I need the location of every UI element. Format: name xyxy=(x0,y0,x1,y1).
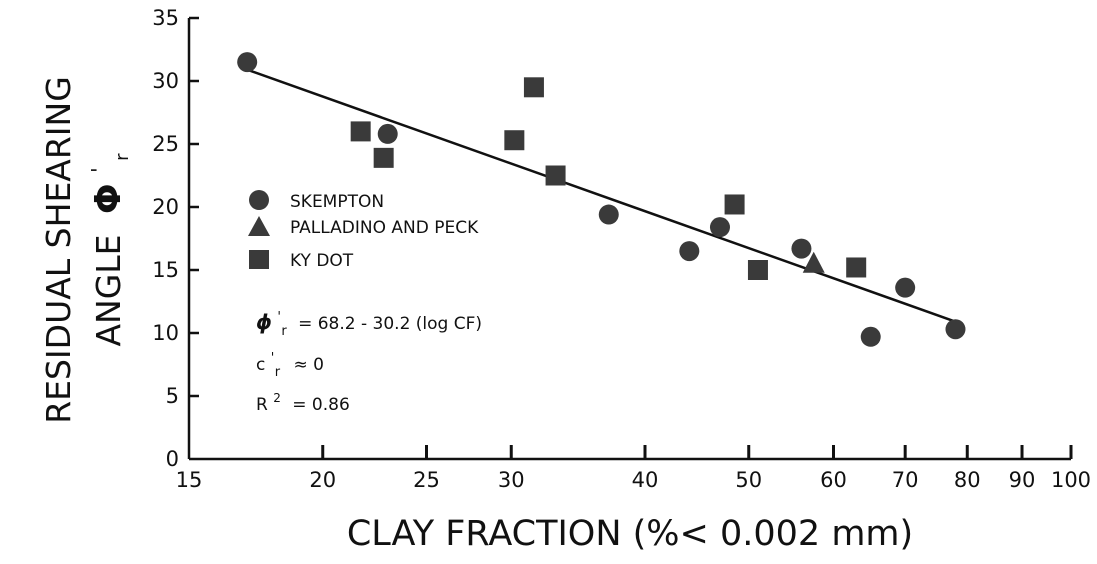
x-tick-label: 50 xyxy=(735,468,762,492)
point-skempton xyxy=(237,52,258,73)
point-ky-dot xyxy=(373,147,394,168)
y-axis-title: RESIDUAL SHEARING xyxy=(39,76,78,424)
regression-line xyxy=(246,68,956,323)
y-tick-label: 0 xyxy=(166,447,179,471)
x-tick-label: 25 xyxy=(413,468,440,492)
y-axis-title-line1: RESIDUAL SHEARING xyxy=(39,76,78,424)
x-axis-title: CLAY FRACTION (%< 0.002 mm) xyxy=(347,514,913,554)
y-tick-label: 20 xyxy=(152,195,179,219)
y-tick-label: 30 xyxy=(152,69,179,93)
equation-text: ϕ ' r = 68.2 - 30.2 (log CF) xyxy=(256,306,482,340)
point-skempton xyxy=(377,123,398,144)
y-axis-title-symbol: Φ xyxy=(88,183,129,214)
point-skempton xyxy=(945,319,966,340)
point-ky-dot xyxy=(545,165,566,186)
legend: SKEMPTON PALLADINO AND PECK KY DOT xyxy=(248,190,479,271)
point-ky-dot xyxy=(846,257,867,278)
point-ky-dot xyxy=(523,77,544,98)
point-skempton xyxy=(895,277,916,298)
y-ticks: 0 5 10 15 20 25 30 35 xyxy=(152,6,199,471)
legend-marker-skempton xyxy=(249,190,269,210)
y-tick-label: 35 xyxy=(152,6,179,30)
x-tick-label: 100 xyxy=(1051,468,1091,492)
legend-marker-palladino xyxy=(248,216,270,236)
point-ky-dot xyxy=(724,194,745,215)
point-ky-dot xyxy=(350,121,371,142)
svg-text:ANGLE Φ ' r: ANGLE Φ ' r xyxy=(75,153,133,347)
legend-marker-kydot xyxy=(249,250,269,269)
point-skempton xyxy=(860,326,881,347)
x-tick-label: 80 xyxy=(954,468,981,492)
legend-label-skempton: SKEMPTON xyxy=(290,192,384,212)
point-skempton xyxy=(709,217,730,238)
y-tick-label: 15 xyxy=(152,258,179,282)
y-axis-title-2: ANGLE Φ ' r xyxy=(75,153,133,347)
y-tick-label: 25 xyxy=(152,132,179,156)
y-tick-label: 10 xyxy=(152,321,179,345)
y-axis-title-prime: ' xyxy=(87,167,111,173)
point-skempton xyxy=(791,238,812,259)
point-skempton xyxy=(598,204,619,225)
point-ky-dot xyxy=(504,130,525,151)
regression-annotation: ϕ ' r = 68.2 - 30.2 (log CF) c ' r ≈ 0 R… xyxy=(256,306,482,415)
x-tick-label: 15 xyxy=(176,468,203,492)
legend-label-palladino: PALLADINO AND PECK xyxy=(290,218,479,238)
x-tick-label: 90 xyxy=(1009,468,1036,492)
cohesion-text: c ' r ≈ 0 xyxy=(256,347,324,381)
x-tick-label: 20 xyxy=(309,468,336,492)
point-skempton xyxy=(679,241,700,262)
point-ky-dot xyxy=(747,260,768,280)
x-tick-label: 40 xyxy=(632,468,659,492)
r-squared-text: R 2 = 0.86 xyxy=(256,387,350,415)
fit-line-group xyxy=(246,68,956,323)
y-axis-title-line2: ANGLE xyxy=(89,234,128,346)
x-ticks: 15 20 25 30 40 50 60 70 80 90 100 xyxy=(176,445,1091,492)
x-tick-label: 60 xyxy=(820,468,847,492)
data-marks xyxy=(237,52,966,347)
x-tick-label: 30 xyxy=(498,468,525,492)
y-axis-title-sub: r xyxy=(112,153,133,161)
point-palladino-and-peck xyxy=(802,251,825,273)
y-tick-label: 5 xyxy=(166,384,179,408)
legend-label-kydot: KY DOT xyxy=(290,251,354,271)
x-tick-label: 70 xyxy=(892,468,919,492)
